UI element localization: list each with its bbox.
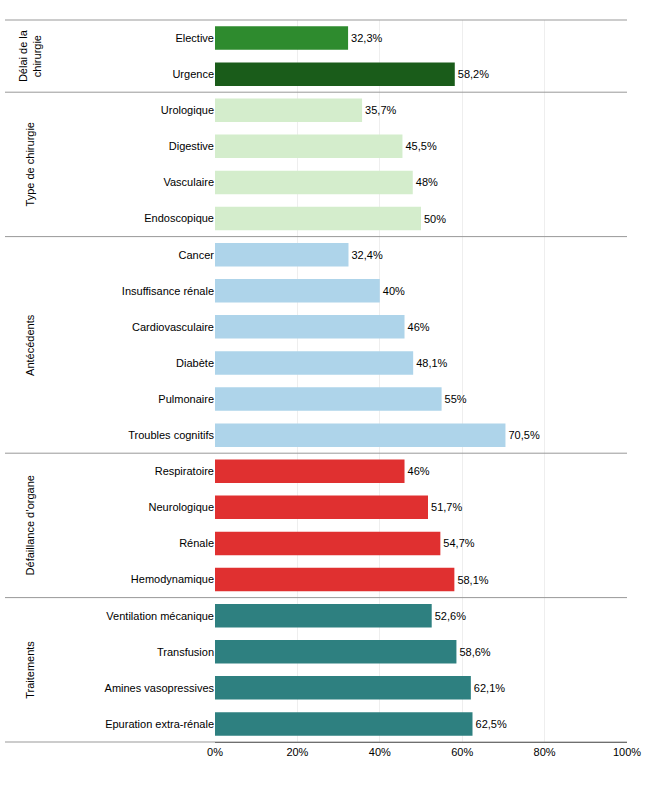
svg-text:54,7%: 54,7% [443,537,474,549]
svg-text:Antécédents: Antécédents [24,314,36,376]
svg-text:35,7%: 35,7% [365,104,396,116]
svg-text:40%: 40% [383,285,405,297]
svg-text:62,1%: 62,1% [474,682,505,694]
svg-text:Transfusion: Transfusion [157,646,214,658]
svg-text:48%: 48% [416,176,438,188]
svg-text:60%: 60% [451,746,473,758]
svg-text:32,4%: 32,4% [351,249,382,261]
svg-text:Ventilation mécanique: Ventilation mécanique [106,610,214,622]
svg-text:40%: 40% [369,746,391,758]
svg-text:Pulmonaire: Pulmonaire [158,393,214,405]
svg-text:51,7%: 51,7% [431,501,462,513]
svg-text:Défaillance d’organe: Défaillance d’organe [24,475,36,575]
svg-text:Respiratoire: Respiratoire [155,465,214,477]
svg-text:Cardiovasculaire: Cardiovasculaire [132,321,214,333]
svg-text:Urgence: Urgence [172,68,214,80]
svg-text:Digestive: Digestive [169,140,214,152]
svg-text:48,1%: 48,1% [416,357,447,369]
svg-text:Amines vasopressives: Amines vasopressives [105,682,215,694]
svg-text:Neurologique: Neurologique [149,501,214,513]
svg-text:45,5%: 45,5% [405,140,436,152]
svg-text:Vasculaire: Vasculaire [163,176,214,188]
svg-text:Urologique: Urologique [161,104,214,116]
svg-text:58,6%: 58,6% [459,646,490,658]
svg-text:Elective: Elective [175,32,214,44]
svg-text:46%: 46% [408,321,430,333]
svg-text:Hemodynamique: Hemodynamique [131,573,214,585]
svg-text:Type de chirurgie: Type de chirurgie [24,122,36,206]
svg-text:70,5%: 70,5% [508,429,539,441]
svg-text:Délai de lachirurgie: Délai de lachirurgie [17,29,43,82]
svg-text:50%: 50% [424,213,446,225]
svg-text:58,1%: 58,1% [457,574,488,586]
svg-text:Rénale: Rénale [179,537,214,549]
svg-text:Traitements: Traitements [24,641,36,699]
svg-text:32,3%: 32,3% [351,32,382,44]
svg-text:58,2%: 58,2% [458,68,489,80]
svg-text:Epuration extra-rénale: Epuration extra-rénale [105,718,214,730]
svg-text:46%: 46% [408,465,430,477]
svg-text:Troubles cognitifs: Troubles cognitifs [128,429,214,441]
svg-text:0%: 0% [207,746,223,758]
svg-text:Cancer: Cancer [179,249,215,261]
svg-text:20%: 20% [286,746,308,758]
svg-text:80%: 80% [534,746,556,758]
svg-text:62,5%: 62,5% [476,718,507,730]
svg-text:55%: 55% [445,393,467,405]
svg-text:100%: 100% [613,746,641,758]
svg-text:Insuffisance rénale: Insuffisance rénale [122,285,214,297]
svg-text:Diabète: Diabète [176,357,214,369]
svg-text:Endoscopique: Endoscopique [144,212,214,224]
svg-text:52,6%: 52,6% [435,610,466,622]
